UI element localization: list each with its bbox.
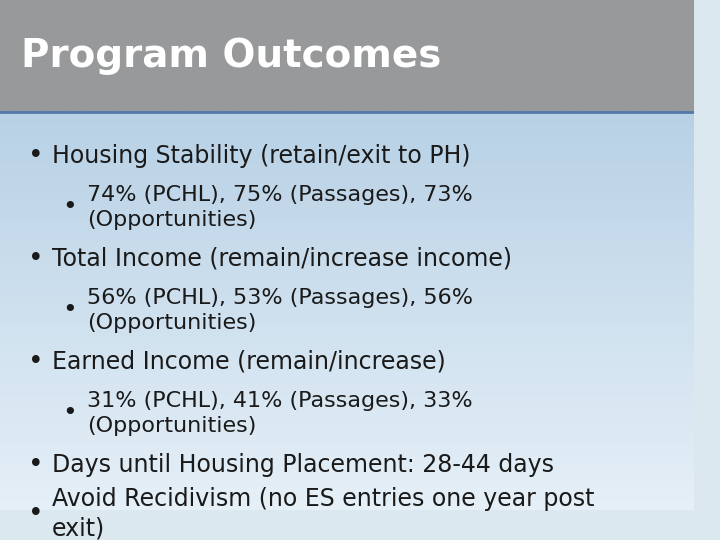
Text: •: • [63,195,77,219]
Text: Earned Income (remain/increase): Earned Income (remain/increase) [52,350,446,374]
Text: •: • [28,452,43,478]
Text: •: • [28,349,43,375]
Text: 31% (PCHL), 41% (Passages), 33%
(Opportunities): 31% (PCHL), 41% (Passages), 33% (Opportu… [86,391,472,436]
Text: •: • [28,143,43,169]
Text: 56% (PCHL), 53% (Passages), 56%
(Opportunities): 56% (PCHL), 53% (Passages), 56% (Opportu… [86,288,473,333]
Text: •: • [28,246,43,272]
Text: Program Outcomes: Program Outcomes [21,37,441,75]
Text: 74% (PCHL), 75% (Passages), 73%
(Opportunities): 74% (PCHL), 75% (Passages), 73% (Opportu… [86,185,472,230]
Text: •: • [63,299,77,322]
Text: •: • [28,501,43,527]
FancyBboxPatch shape [0,0,693,112]
Text: Total Income (remain/increase income): Total Income (remain/increase income) [52,247,512,271]
Text: Days until Housing Placement: 28-44 days: Days until Housing Placement: 28-44 days [52,453,554,477]
Text: Housing Stability (retain/exit to PH): Housing Stability (retain/exit to PH) [52,144,471,168]
Text: •: • [63,401,77,426]
Text: Avoid Recidivism (no ES entries one year post
exit): Avoid Recidivism (no ES entries one year… [52,487,595,540]
